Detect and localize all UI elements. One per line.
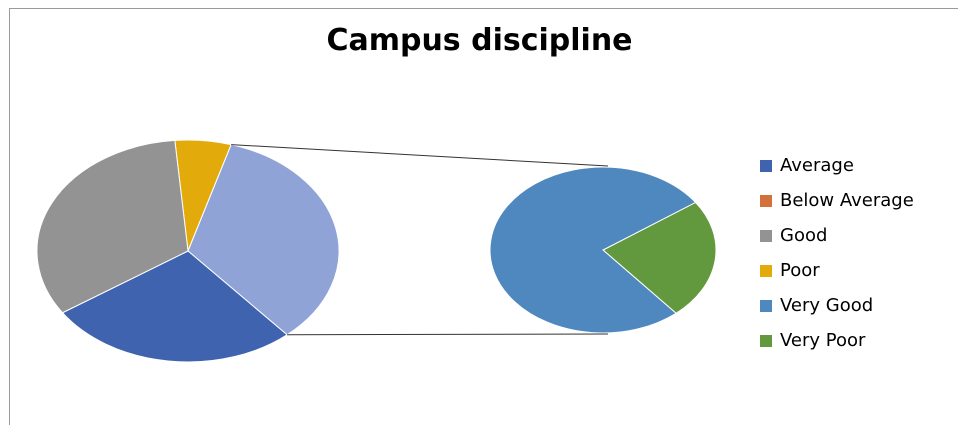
legend-item-average: Average	[760, 148, 955, 183]
legend-label-poor: Poor	[780, 260, 820, 281]
connector-lines	[231, 144, 609, 336]
legend-label-very-poor: Very Poor	[780, 330, 866, 351]
legend-label-average: Average	[780, 155, 854, 176]
legend: Average Below Average Good Poor Very Goo…	[760, 148, 955, 358]
legend-label-below-average: Below Average	[780, 190, 914, 211]
legend-swatch-very-good	[760, 299, 772, 312]
secondary-pie	[489, 166, 717, 334]
secondary-pie-slice-very-good	[489, 166, 697, 334]
legend-label-very-good: Very Good	[780, 295, 874, 316]
chart-frame	[9, 8, 958, 425]
legend-label-good: Good	[780, 225, 828, 246]
legend-swatch-average	[760, 159, 772, 172]
legend-item-poor: Poor	[760, 253, 955, 288]
legend-item-good: Good	[760, 218, 955, 253]
main-pie-slice-other	[187, 144, 340, 336]
main-pie	[36, 139, 340, 363]
secondary-pie-slice-very-poor	[602, 201, 717, 314]
main-pie-slice-good	[36, 139, 189, 314]
chart-title: Campus discipline	[326, 23, 633, 58]
legend-swatch-good	[760, 229, 772, 242]
legend-swatch-very-poor	[760, 334, 772, 347]
main-pie-slice-average	[61, 250, 288, 363]
connector-line-top	[231, 144, 609, 167]
legend-item-very-good: Very Good	[760, 288, 955, 323]
legend-swatch-poor	[760, 264, 772, 277]
connector-line-bottom	[287, 333, 609, 336]
legend-swatch-below-average	[760, 194, 772, 207]
legend-item-below-average: Below Average	[760, 183, 955, 218]
legend-item-very-poor: Very Poor	[760, 323, 955, 358]
